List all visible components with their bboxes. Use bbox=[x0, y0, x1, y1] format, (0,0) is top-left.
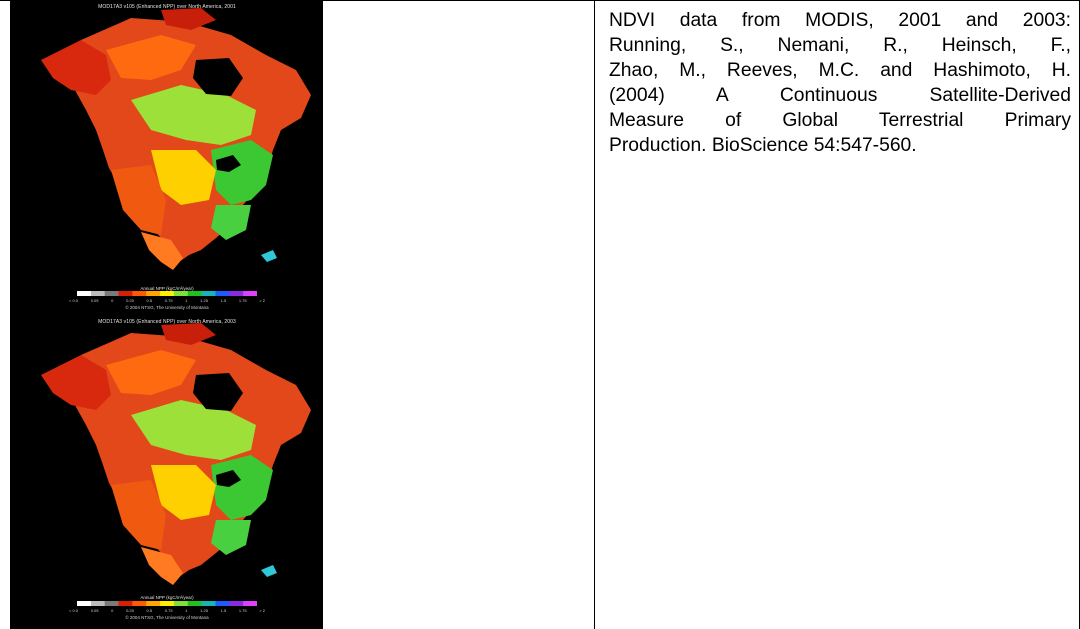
north-america-npp-map-2001 bbox=[41, 8, 311, 270]
legend-tick: > 2 bbox=[259, 608, 265, 613]
legend-swatch bbox=[104, 291, 120, 296]
map-region bbox=[141, 547, 183, 585]
map-region bbox=[216, 155, 241, 172]
legend-title: Annual NPP (kgC/m²/year) bbox=[140, 595, 194, 600]
npp-map-2003: MOD17A3 v105 (Enhanced NPP) over North A… bbox=[11, 315, 323, 629]
legend-tick: > 2 bbox=[259, 298, 265, 303]
legend-swatch bbox=[215, 291, 230, 296]
map-region bbox=[193, 58, 243, 96]
legend-swatch bbox=[77, 601, 92, 606]
legend-swatch bbox=[146, 291, 161, 296]
map-region bbox=[151, 465, 216, 520]
map-region bbox=[261, 565, 277, 577]
legend-title: Annual NPP (kgC/m²/year) bbox=[140, 286, 194, 291]
legend-swatch bbox=[104, 601, 120, 606]
npp-map-2001: MOD17A3 v105 (Enhanced NPP) over North A… bbox=[11, 0, 323, 314]
legend-swatch bbox=[243, 601, 257, 606]
legend-swatch bbox=[187, 291, 203, 296]
map-region bbox=[106, 350, 196, 395]
legend-swatch bbox=[146, 601, 161, 606]
map-region bbox=[151, 150, 216, 205]
map-region bbox=[111, 165, 166, 235]
legend-swatch bbox=[77, 291, 92, 296]
map-caption: MOD17A3 v105 (Enhanced NPP) over North A… bbox=[98, 319, 236, 325]
legend-swatch bbox=[132, 601, 147, 606]
map-region bbox=[131, 400, 256, 460]
legend-swatch bbox=[118, 601, 133, 606]
legend-swatch bbox=[160, 601, 175, 606]
npp-legend-bar bbox=[77, 291, 257, 296]
map-region bbox=[106, 35, 196, 80]
legend-tick: < 0.0 bbox=[69, 298, 79, 303]
legend-tick: 1 bbox=[185, 298, 188, 303]
map-region bbox=[111, 480, 166, 550]
map-region bbox=[161, 8, 216, 30]
legend-swatch bbox=[90, 601, 106, 606]
legend-ticks: < 0.0 0.05 0 0.25 0.5 0.75 1 1.25 1.5 1.… bbox=[69, 298, 265, 303]
table-column-divider bbox=[594, 0, 595, 629]
citation-line: Production. BioScience 54:547-560. bbox=[609, 135, 917, 156]
legend-tick: 0 bbox=[111, 608, 114, 613]
legend-tick: 1.5 bbox=[220, 298, 227, 303]
legend-tick: 1.25 bbox=[200, 608, 208, 613]
citation-line: (2004) A Continuous Satellite-Derived bbox=[609, 85, 1071, 106]
map-region bbox=[41, 40, 111, 95]
map-region bbox=[161, 323, 216, 345]
legend-swatch bbox=[132, 291, 147, 296]
table-top-border bbox=[0, 0, 1080, 1]
legend-swatch bbox=[201, 291, 216, 296]
legend-swatch bbox=[201, 601, 216, 606]
map-region bbox=[211, 455, 273, 520]
legend-swatch bbox=[243, 291, 257, 296]
citation-line: NDVI data from MODIS, 2001 and 2003: bbox=[609, 10, 1071, 31]
legend-tick: 0 bbox=[111, 298, 114, 303]
legend-tick: 1 bbox=[185, 608, 188, 613]
legend-ticks: < 0.0 0.05 0 0.25 0.5 0.75 1 1.25 1.5 1.… bbox=[69, 608, 265, 613]
npp-legend-bar bbox=[77, 601, 257, 606]
citation-text: NDVI data from MODIS, 2001 and 2003: Run… bbox=[609, 8, 1071, 158]
north-america-npp-map-2003 bbox=[41, 323, 311, 585]
npp-map-column: MOD17A3 v105 (Enhanced NPP) over North A… bbox=[11, 0, 323, 629]
map-region bbox=[211, 520, 251, 555]
legend-tick: 0.25 bbox=[126, 608, 134, 613]
legend-swatch bbox=[229, 291, 244, 296]
map-region bbox=[41, 355, 111, 410]
table-left-border bbox=[10, 0, 11, 629]
legend-tick: 0.75 bbox=[164, 298, 173, 303]
legend-tick: 0.05 bbox=[90, 608, 99, 613]
legend-swatch bbox=[215, 601, 230, 606]
map-region bbox=[211, 205, 251, 240]
legend-tick: < 0.0 bbox=[69, 608, 79, 613]
map-region bbox=[216, 470, 241, 487]
legend-swatch bbox=[187, 601, 203, 606]
citation-line: Measure of Global Terrestrial Primary bbox=[609, 110, 1071, 131]
citation-line: Running, S., Nemani, R., Heinsch, F., bbox=[609, 35, 1071, 56]
legend-tick: 1.75 bbox=[238, 608, 247, 613]
legend-tick: 1.75 bbox=[238, 298, 247, 303]
legend-tick: 0.25 bbox=[126, 298, 134, 303]
map-region bbox=[141, 232, 183, 270]
legend-tick: 1.25 bbox=[200, 298, 208, 303]
legend-swatch bbox=[118, 291, 133, 296]
legend-tick: 0.75 bbox=[164, 608, 173, 613]
citation-line: Zhao, M., Reeves, M.C. and Hashimoto, H. bbox=[609, 60, 1071, 81]
map-region bbox=[261, 250, 277, 262]
legend-tick: 0.5 bbox=[146, 608, 153, 613]
legend-swatch bbox=[160, 291, 175, 296]
legend-swatch bbox=[229, 601, 244, 606]
map-credit: © 2004 NTSG, The University of Montana bbox=[125, 305, 209, 310]
legend-tick: 0.5 bbox=[146, 298, 153, 303]
map-region bbox=[211, 140, 273, 205]
legend-swatch bbox=[173, 601, 189, 606]
legend-swatch bbox=[90, 291, 106, 296]
legend-swatch bbox=[173, 291, 189, 296]
legend-tick: 1.5 bbox=[220, 608, 227, 613]
map-region bbox=[193, 373, 243, 411]
legend-tick: 0.05 bbox=[90, 298, 99, 303]
map-credit: © 2004 NTSG, The University of Montana bbox=[125, 615, 209, 620]
map-caption: MOD17A3 v105 (Enhanced NPP) over North A… bbox=[98, 4, 236, 10]
map-region bbox=[131, 85, 256, 145]
